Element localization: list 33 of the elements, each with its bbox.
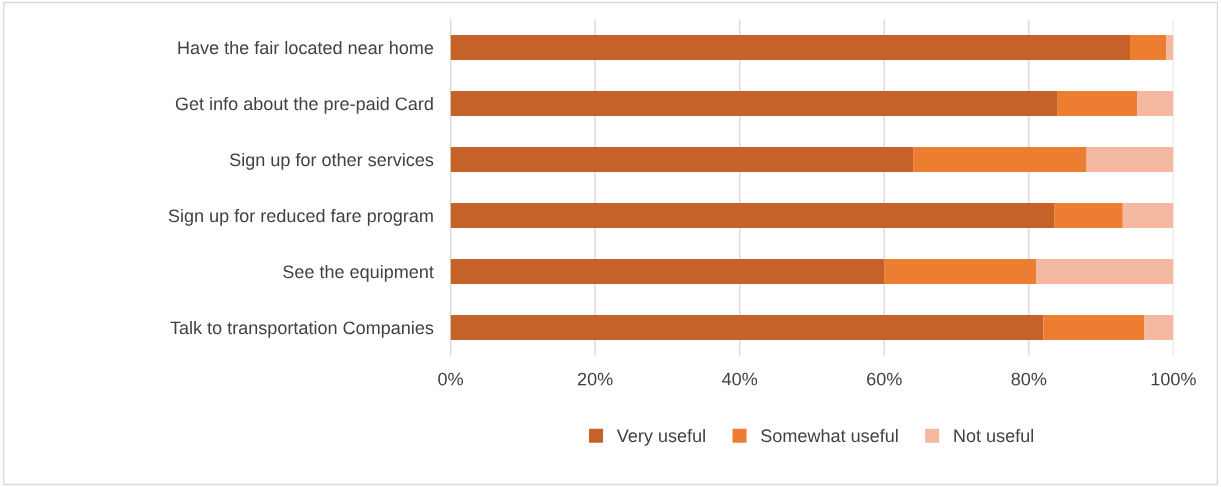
bar: [1137, 90, 1174, 117]
bar: [1086, 146, 1174, 173]
y-tick-label: See the equipment: [283, 264, 434, 282]
x-tick-label: 20%: [577, 372, 613, 386]
bar: [1057, 90, 1138, 117]
bar: [450, 146, 914, 173]
bar: [1122, 202, 1174, 229]
bar: [1054, 202, 1123, 229]
x-tick-label: 40%: [722, 372, 758, 386]
legend-label: Somewhat useful: [761, 428, 898, 443]
x-tick-label: 100%: [1151, 372, 1196, 386]
bar: [450, 202, 1055, 229]
bar: [1036, 258, 1174, 285]
y-tick-label: Have the fair located near home: [178, 40, 434, 55]
bar: [1144, 314, 1174, 341]
y-tick-label: Talk to transportation Companies: [170, 320, 434, 338]
y-tick-label: Sign up for other services: [229, 152, 434, 170]
x-tick-label: 0%: [438, 372, 463, 386]
bar: [913, 146, 1087, 173]
y-tick-label: Sign up for reduced fare program: [168, 208, 433, 226]
bar: [450, 34, 1131, 61]
bar: [450, 314, 1044, 341]
bar: [450, 90, 1058, 117]
x-tick-label: 80%: [1011, 372, 1047, 386]
legend-label: Very useful: [616, 428, 705, 446]
bar: [1043, 314, 1145, 341]
bar: [884, 258, 1037, 285]
bar: [1130, 34, 1167, 61]
bar: [1166, 34, 1174, 61]
legend-label: Not useful: [954, 428, 1034, 443]
x-tick-label: 60%: [867, 372, 902, 386]
bar: [450, 258, 885, 285]
y-tick-label: Get info about the pre-paid Card: [175, 96, 433, 114]
